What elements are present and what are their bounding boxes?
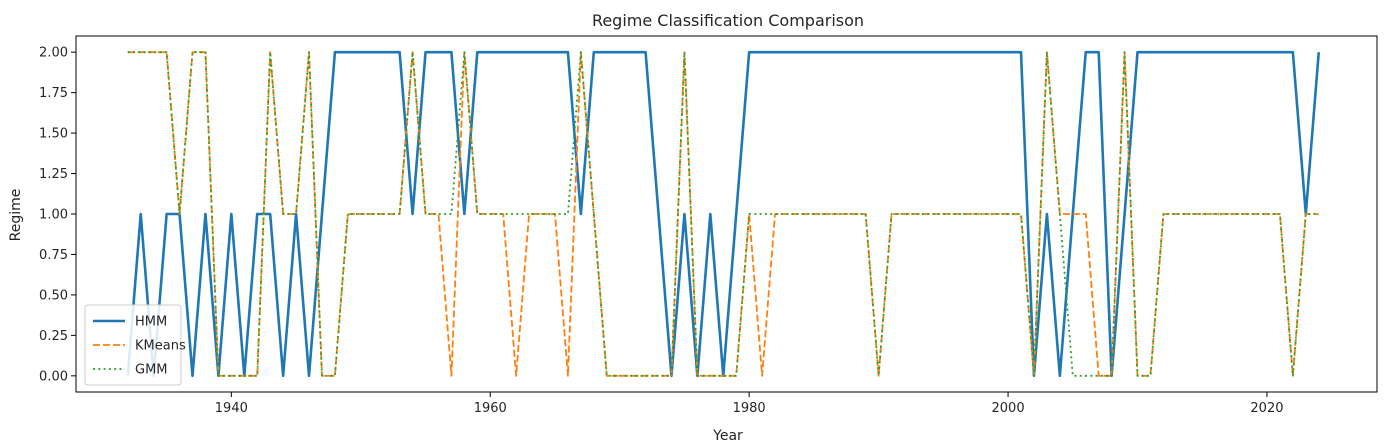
legend: HMM KMeans GMM: [84, 304, 186, 386]
x-tick-label: 1960: [474, 401, 507, 416]
y-tick-label: 2.00: [39, 46, 68, 61]
y-tick-label: 0.50: [39, 288, 68, 303]
x-tick-label: 2020: [1250, 401, 1283, 416]
x-tick-label: 1980: [733, 401, 766, 416]
y-axis-label: Regime: [8, 189, 24, 242]
x-tick-label: 2000: [992, 401, 1025, 416]
legend-label-kmeans: KMeans: [135, 339, 186, 354]
y-tick-label: 1.00: [39, 208, 68, 223]
legend-label-hmm: HMM: [135, 315, 167, 330]
series-line-gmm: [127, 51, 1319, 377]
x-tick-label: 1940: [215, 401, 248, 416]
y-tick-label: 0.25: [39, 329, 68, 344]
series-line-kmeans: [127, 51, 1319, 377]
y-tick-label: 0.75: [39, 248, 68, 263]
legend-label-gmm: GMM: [135, 363, 168, 378]
y-tick-label: 1.75: [39, 86, 68, 101]
legend-box: [84, 304, 182, 386]
y-tick-label: 1.25: [39, 167, 68, 182]
chart-title: Regime Classification Comparison: [592, 11, 864, 30]
x-axis-label: Year: [712, 428, 743, 444]
plot-area: 1940 1960 1980 2000 2020 0.00 0.25 0.50 0.75 1.00…: [39, 35, 1378, 416]
y-tick-label: 1.50: [39, 127, 68, 142]
y-tick-label: 0.00: [39, 369, 68, 384]
